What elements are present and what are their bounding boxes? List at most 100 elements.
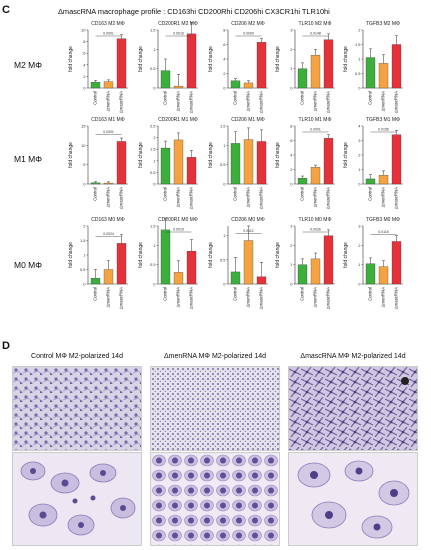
y-tick-label: 1	[153, 47, 156, 52]
y-tick-label: 0	[358, 86, 361, 91]
x-tick-label: ΔmenRNA	[106, 287, 111, 307]
x-tick-label: ΔmenRNA	[176, 91, 181, 111]
bar	[243, 82, 254, 89]
y-tick-label: 3	[290, 224, 293, 229]
x-tick-label: Control	[368, 287, 373, 301]
x-tick-label: Control	[300, 287, 305, 301]
y-tick-label: 2	[290, 243, 293, 248]
y-tick-label: 1.5	[150, 28, 156, 33]
y-tick-label: 1.5	[150, 224, 156, 229]
x-tick-label: ΔmascRNA	[326, 187, 331, 209]
bar	[256, 276, 267, 285]
y-tick-label: 0	[358, 282, 361, 287]
x-tick-label: ΔmascRNA	[119, 287, 124, 309]
y-tick-label: 2	[290, 167, 293, 172]
y-axis-label: fold change	[138, 46, 144, 72]
bar	[323, 138, 334, 185]
y-tick-label: 0.5	[150, 170, 156, 175]
bar	[186, 250, 197, 285]
x-tick-label: ΔmascRNA	[259, 187, 264, 209]
y-tick-label: 0	[290, 282, 293, 287]
y-tick-label: 1	[223, 233, 226, 238]
x-tick-label: ΔmascRNA	[394, 287, 399, 309]
y-tick-label: 1	[83, 253, 86, 258]
y-tick-label: 0	[223, 86, 226, 91]
x-tick-label: ΔmenRNA	[381, 91, 386, 111]
bar	[310, 258, 321, 285]
row-label-m2: M2 MΦ	[14, 60, 43, 70]
y-tick-label: 0.5	[150, 262, 156, 267]
bar	[160, 229, 171, 285]
subplot-title: TLR10 M0 MΦ	[299, 217, 332, 223]
y-axis-label: fold change	[68, 46, 74, 72]
y-tick-label: 2.5	[150, 124, 156, 129]
x-tick-label: Control	[300, 187, 305, 201]
y-tick-label: 0	[223, 182, 226, 187]
p-value-label: 0.0148	[310, 32, 321, 36]
y-tick-label: 4	[83, 62, 86, 67]
x-tick-label: Control	[300, 91, 305, 105]
x-tick-label: Control	[368, 187, 373, 201]
y-tick-label: 0	[153, 282, 156, 287]
y-tick-label: 1	[153, 158, 156, 163]
panel-d-letter: D	[2, 340, 10, 352]
p-value-label: 0.0001	[103, 32, 114, 36]
x-tick-label: Control	[163, 91, 168, 105]
y-tick-label: 2	[358, 28, 361, 33]
y-tick-label: 2	[358, 153, 361, 158]
y-axis-label: fold change	[343, 142, 349, 168]
bar	[391, 241, 402, 285]
bar	[365, 263, 376, 285]
bar	[173, 139, 184, 185]
x-tick-label: ΔmenRNA	[313, 287, 318, 307]
y-tick-label: 5	[83, 162, 86, 167]
bar	[173, 85, 184, 89]
subplot-title: CD206 M0 MΦ	[231, 217, 264, 223]
y-tick-label: 8	[83, 39, 86, 44]
bar	[90, 82, 101, 89]
bar	[378, 175, 389, 185]
y-tick-label: 1	[358, 57, 361, 62]
x-tick-label: Control	[163, 187, 168, 201]
x-tick-label: ΔmascRNA	[189, 287, 194, 309]
subplot-title: CD163 M1 MΦ	[91, 117, 124, 123]
x-tick-label: ΔmenRNA	[176, 287, 181, 307]
y-axis-label: fold change	[275, 46, 281, 72]
bar	[297, 264, 308, 285]
y-tick-label: 8	[223, 28, 226, 33]
y-tick-label: 0.5	[80, 267, 86, 272]
p-value-label: 0.0024	[103, 232, 114, 236]
y-tick-label: 0	[83, 182, 86, 187]
p-value-label: 0.0015	[173, 228, 184, 232]
bar	[230, 271, 241, 285]
p-value-label: 0.0016	[173, 32, 184, 36]
bar	[116, 38, 127, 89]
y-tick-label: 0.5	[355, 71, 361, 76]
y-tick-label: 0	[83, 86, 86, 91]
bar	[230, 80, 241, 89]
y-tick-label: 3	[358, 138, 361, 143]
x-tick-label: Control	[93, 91, 98, 105]
y-tick-label: 1	[290, 66, 293, 71]
y-axis-label: fold change	[343, 46, 349, 72]
bar	[116, 141, 127, 185]
photo-title-menrna: ΔmenRNA MΦ M2-polarized 14d	[163, 353, 267, 360]
y-tick-label: 6	[83, 51, 86, 56]
bar	[378, 63, 389, 89]
y-axis-label: fold change	[208, 46, 214, 72]
x-tick-label: ΔmenRNA	[246, 91, 251, 111]
bar	[365, 178, 376, 185]
x-tick-label: Control	[368, 91, 373, 105]
y-axis-label: fold change	[275, 142, 281, 168]
y-axis-label: fold change	[68, 142, 74, 168]
p-value-label: 0.0001	[310, 128, 321, 132]
x-tick-label: Control	[233, 287, 238, 301]
p-value-label: 0.0009	[243, 32, 254, 36]
y-tick-label: 3	[358, 224, 361, 229]
y-axis-label: fold change	[138, 142, 144, 168]
subplot-title: TGFB3 M2 MΦ	[366, 21, 400, 27]
subplot-title: CD163 M0 MΦ	[91, 217, 124, 223]
micrograph-control-low	[12, 366, 142, 451]
y-tick-label: 4	[223, 57, 226, 62]
subplot-title: TLR10 M2 MΦ	[299, 21, 332, 27]
